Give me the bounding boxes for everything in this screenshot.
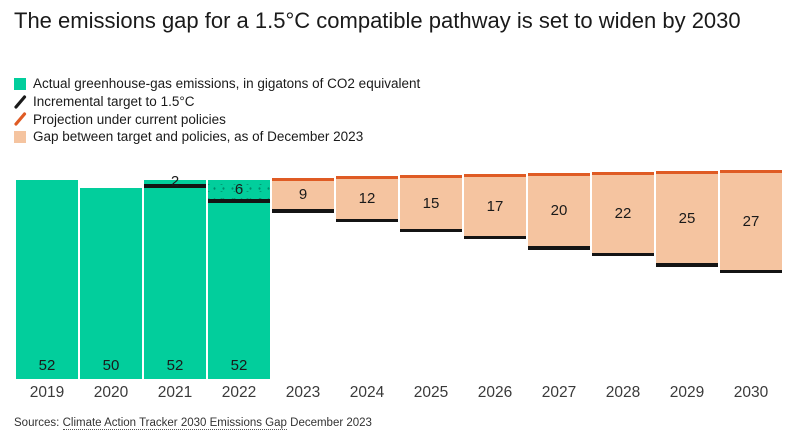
year-label-2025: 2025 bbox=[413, 384, 449, 401]
year-label-2020: 2020 bbox=[93, 384, 129, 401]
legend-item-incremental-target: Incremental target to 1.5°C bbox=[14, 93, 420, 111]
bar-gap-2023 bbox=[272, 178, 334, 213]
bar-gap-2028 bbox=[592, 171, 654, 257]
gap-label-2030: 27 bbox=[742, 212, 760, 230]
peach-square-icon bbox=[14, 130, 26, 143]
target-line-2024 bbox=[336, 218, 398, 223]
bar-gap-2027 bbox=[528, 173, 590, 250]
target-line-2026 bbox=[464, 235, 526, 240]
chart-title: The emissions gap for a 1.5°C compatible… bbox=[14, 8, 741, 33]
year-label-2029: 2029 bbox=[669, 384, 705, 401]
legend-item-actual-emissions: Actual greenhouse-gas emissions, in giga… bbox=[14, 75, 420, 93]
year-label-2030: 2030 bbox=[733, 384, 769, 401]
target-line-2021 bbox=[144, 184, 206, 188]
legend-item-gap: Gap between target and policies, as of D… bbox=[14, 128, 420, 146]
bar-actual-2019 bbox=[16, 180, 78, 379]
source-line: Sources: Climate Action Tracker 2030 Emi… bbox=[14, 417, 372, 430]
year-label-2021: 2021 bbox=[157, 384, 193, 401]
source-prefix: Sources: bbox=[14, 417, 63, 429]
target-line-2027 bbox=[528, 246, 590, 250]
year-label-2027: 2027 bbox=[541, 384, 577, 401]
year-label-2026: 2026 bbox=[477, 384, 513, 401]
bar-gap-2030 bbox=[720, 170, 782, 274]
bar-actual-2020 bbox=[80, 187, 142, 379]
target-line-2022 bbox=[208, 199, 270, 203]
source-link[interactable]: Climate Action Tracker 2030 Emissions Ga… bbox=[62, 417, 287, 430]
black-slash-icon bbox=[14, 94, 27, 109]
target-line-2028 bbox=[592, 252, 654, 257]
bar-value-label-2020: 50 bbox=[102, 357, 120, 374]
target-line-2025 bbox=[400, 228, 462, 233]
gap-region-2021 bbox=[144, 180, 206, 185]
bar-actual-2021 bbox=[144, 180, 206, 379]
projection-line-2025 bbox=[400, 175, 462, 179]
projection-line-2027 bbox=[528, 173, 590, 177]
legend-label: Projection under current policies bbox=[33, 111, 226, 127]
bar-value-label-2019: 52 bbox=[38, 357, 56, 374]
gap-label-2028: 22 bbox=[614, 205, 632, 223]
projection-line-2023 bbox=[272, 178, 334, 182]
gap-label-2022: 6 bbox=[234, 180, 244, 198]
year-label-2028: 2028 bbox=[605, 384, 641, 401]
gap-label-2024: 12 bbox=[358, 190, 376, 208]
gap-label-2021: 2 bbox=[170, 173, 180, 191]
year-label-2022: 2022 bbox=[221, 384, 257, 401]
chart-legend: Actual greenhouse-gas emissions, in giga… bbox=[14, 75, 420, 146]
source-suffix: December 2023 bbox=[286, 417, 372, 429]
year-label-2019: 2019 bbox=[29, 384, 65, 401]
legend-item-projection: Projection under current policies bbox=[14, 110, 420, 128]
bar-actual-2022 bbox=[208, 180, 270, 379]
bar-gap-2024 bbox=[336, 176, 398, 223]
bar-value-label-2021: 52 bbox=[166, 357, 184, 374]
projection-line-2024 bbox=[336, 176, 398, 180]
bar-value-label-2022: 52 bbox=[230, 357, 248, 374]
green-square-icon bbox=[14, 77, 26, 90]
bar-gap-2026 bbox=[464, 174, 526, 240]
projection-line-2028 bbox=[592, 171, 654, 175]
projection-line-2029 bbox=[656, 171, 718, 175]
gap-label-2025: 15 bbox=[422, 194, 440, 212]
gap-label-2023: 9 bbox=[298, 186, 308, 204]
year-label-2024: 2024 bbox=[349, 384, 385, 401]
projection-line-2026 bbox=[464, 174, 526, 178]
gap-region-2022 bbox=[208, 180, 270, 200]
bar-gap-2025 bbox=[400, 175, 462, 233]
year-label-2023: 2023 bbox=[285, 384, 321, 401]
bar-gap-2029 bbox=[656, 171, 718, 267]
projection-line-2030 bbox=[720, 170, 782, 174]
gap-label-2029: 25 bbox=[678, 210, 696, 228]
target-line-2023 bbox=[272, 209, 334, 213]
gap-label-2026: 17 bbox=[486, 197, 504, 215]
legend-label: Actual greenhouse-gas emissions, in giga… bbox=[33, 76, 421, 92]
legend-label: Gap between target and policies, as of D… bbox=[33, 129, 364, 145]
orange-slash-icon bbox=[14, 112, 27, 126]
legend-label: Incremental target to 1.5°C bbox=[33, 94, 195, 110]
target-line-2030 bbox=[720, 269, 782, 274]
gap-label-2027: 20 bbox=[550, 202, 568, 220]
target-line-2029 bbox=[656, 263, 718, 267]
